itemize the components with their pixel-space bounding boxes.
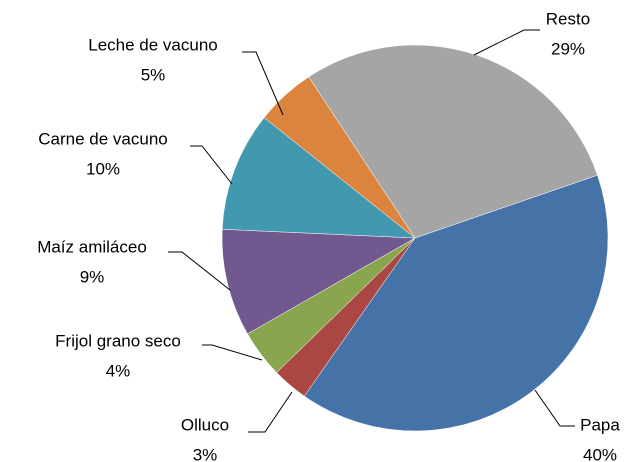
leader-line	[242, 51, 284, 116]
value-label: 5%	[141, 65, 166, 84]
value-label: 9%	[80, 267, 105, 286]
leader-line	[202, 344, 263, 361]
value-label: 29%	[551, 39, 585, 58]
leader-line	[473, 29, 540, 56]
pie-slice	[303, 174, 609, 432]
pie-slice	[221, 117, 416, 239]
pie-slice	[221, 228, 416, 335]
leader-line	[248, 391, 293, 433]
category-label: Papa	[580, 415, 620, 434]
pie-slice	[308, 44, 598, 239]
category-label: Leche de vacuno	[88, 35, 218, 54]
leader-line	[190, 145, 233, 185]
leader-line	[168, 251, 231, 291]
category-label: Frijol grano seco	[55, 331, 181, 350]
value-label: 40%	[583, 445, 617, 462]
category-label: Maíz amiláceo	[37, 237, 147, 256]
category-label: Olluco	[181, 415, 229, 434]
value-label: 3%	[193, 445, 218, 462]
leader-line	[534, 389, 575, 427]
category-label: Resto	[546, 9, 590, 28]
value-label: 10%	[86, 159, 120, 178]
pie	[221, 44, 609, 432]
category-label: Carne de vacuno	[38, 129, 167, 148]
leader-lines	[168, 29, 575, 433]
value-label: 4%	[106, 361, 131, 380]
